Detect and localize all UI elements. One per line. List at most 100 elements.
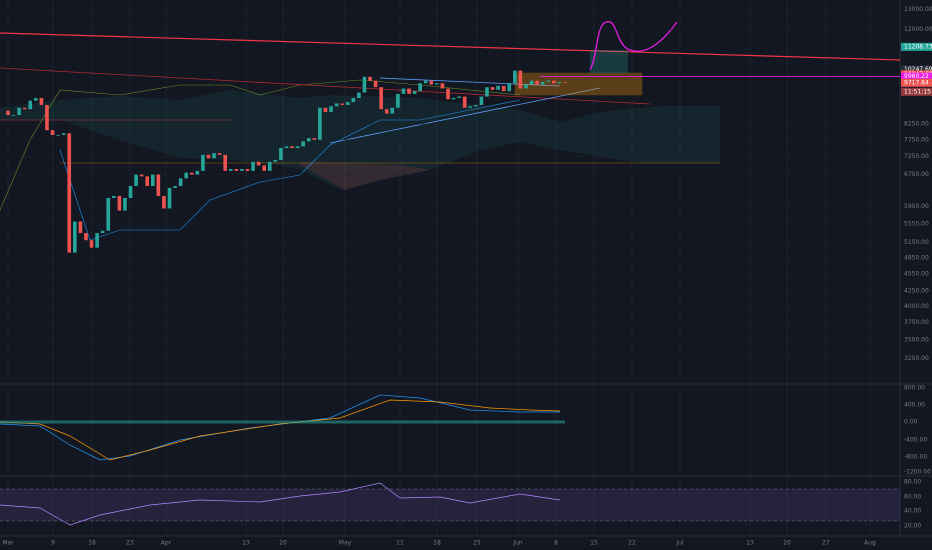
time-label: 23 (126, 540, 134, 547)
candle (384, 109, 389, 114)
candle (201, 154, 205, 171)
candle (162, 195, 166, 209)
price-label: 4250.00 (904, 288, 929, 295)
candle (513, 70, 517, 84)
candle (540, 81, 545, 85)
price-tag (901, 65, 932, 74)
candle (301, 141, 305, 147)
candle (128, 186, 133, 198)
candle (156, 174, 161, 196)
candle (78, 221, 83, 234)
time-label: 27 (822, 540, 830, 547)
time-label: Apr (161, 540, 172, 547)
projection-curve (589, 21, 678, 71)
candle (390, 107, 395, 114)
candle (39, 97, 44, 105)
candle (518, 70, 523, 89)
candle (479, 96, 484, 105)
candle (507, 83, 512, 92)
candle (362, 76, 367, 93)
candle (234, 169, 239, 171)
time-label: 11 (396, 540, 404, 547)
price-tag-label: 11208.73 (904, 43, 932, 50)
time-label: 16 (88, 540, 96, 547)
candle (150, 174, 155, 187)
candle (22, 107, 27, 110)
candle (435, 83, 439, 85)
price-tag (901, 78, 932, 87)
candle (56, 134, 60, 136)
candle (256, 161, 261, 166)
price-label: 7250.00 (904, 153, 929, 160)
macd-label: -400.00 (904, 437, 927, 444)
candle (11, 115, 16, 116)
candle (123, 197, 127, 211)
price-label: 5150.00 (904, 239, 929, 246)
candle (145, 176, 150, 187)
macd-label: 800.00 (904, 385, 925, 392)
triangle-line (329, 87, 601, 144)
rsi-label: 40.00 (904, 508, 921, 515)
candle (34, 97, 38, 101)
lagging-span (0, 79, 521, 211)
time-label: Aug (864, 540, 876, 547)
time-label: 15 (590, 540, 598, 547)
triangle-line (379, 77, 561, 87)
candle (318, 107, 322, 140)
candle (351, 97, 356, 103)
candle (451, 97, 456, 100)
time-label: 13 (242, 540, 250, 547)
candle (563, 81, 567, 83)
time-label: Mar (2, 540, 14, 547)
candle (496, 85, 500, 90)
candle (490, 87, 495, 90)
price-tag-label: 9717.84 (904, 79, 929, 86)
candle (323, 107, 328, 113)
macd-pane (0, 394, 565, 461)
candle (139, 174, 144, 177)
price-label: 6750.00 (904, 171, 929, 178)
candle (223, 154, 227, 171)
candle (84, 233, 88, 241)
candle (117, 195, 122, 211)
candle (373, 80, 378, 88)
candle (440, 83, 445, 89)
price-label: 5950.00 (904, 203, 929, 210)
candle (212, 153, 216, 159)
candle (251, 161, 255, 171)
time-label: 13 (746, 540, 754, 547)
candle (45, 104, 49, 131)
candle (189, 172, 194, 175)
price-label: 8250.00 (904, 121, 929, 128)
candle (17, 107, 21, 116)
rsi-label: 20.00 (904, 523, 921, 530)
time-label: 20 (783, 540, 791, 547)
time-label: Jul (675, 540, 684, 547)
macd-label: 0.00 (904, 419, 918, 426)
price-label: 5550.00 (904, 220, 929, 227)
rsi-label: 60.00 (904, 494, 921, 501)
macd-label: -800.00 (904, 454, 927, 461)
time-label: 18 (433, 540, 441, 547)
candle (529, 80, 534, 85)
candle (245, 169, 250, 171)
candles (6, 70, 567, 253)
candle (6, 110, 10, 116)
candle (340, 103, 344, 105)
candle (290, 146, 294, 149)
axes: Mar 9 16 23 Apr 13 20 May 11 18 25 Jun 8 15 22 Jul 13 20 2… (2, 6, 932, 546)
countdown-bg (901, 87, 932, 96)
candle (546, 80, 551, 82)
candle (284, 146, 289, 149)
candle (446, 88, 450, 100)
price-tag (901, 72, 932, 81)
candle (407, 88, 411, 94)
price-label: 7750.00 (904, 136, 929, 143)
candle (368, 76, 372, 81)
price-label: 4850.00 (904, 254, 929, 261)
price-tag-label: 9960.22 (904, 73, 929, 80)
time-label: 8 (554, 540, 558, 547)
price-label: 4550.00 (904, 270, 929, 277)
candle (206, 154, 211, 159)
candle (273, 160, 278, 162)
